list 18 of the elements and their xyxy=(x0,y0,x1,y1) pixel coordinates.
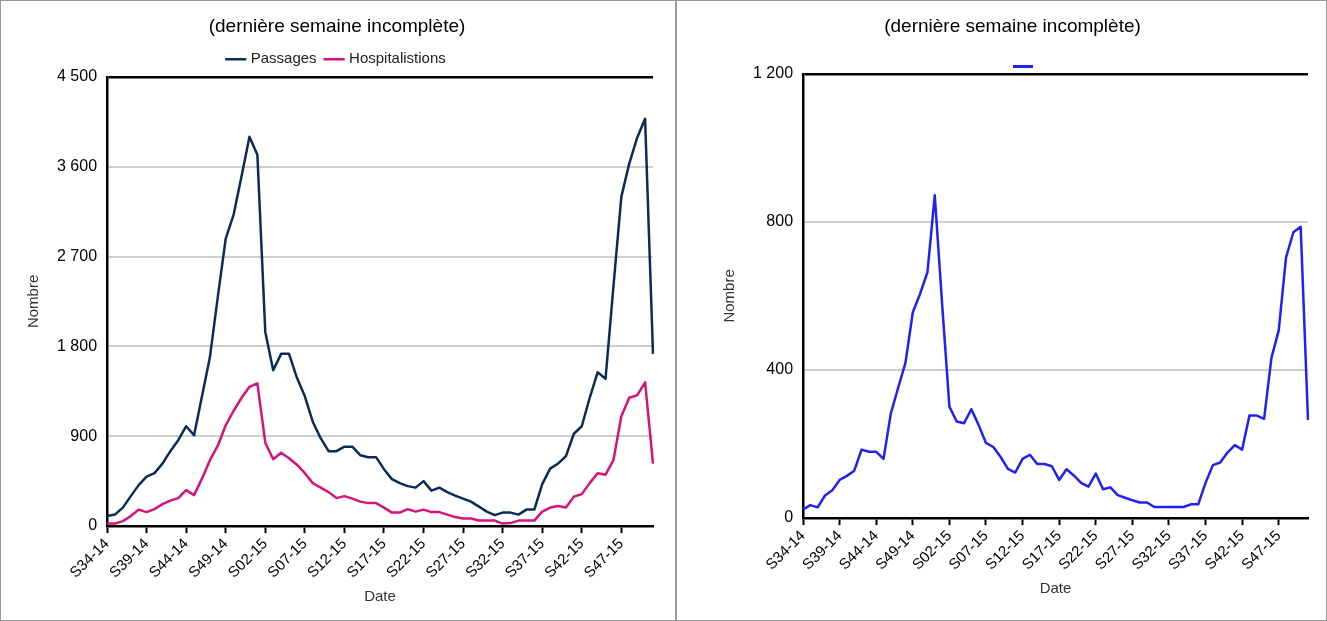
y-tick-label: 2 700 xyxy=(56,246,98,264)
chart-title: (dernière semaine incomplète) xyxy=(884,14,1141,36)
x-axis-title: Date xyxy=(1039,579,1072,597)
y-tick-label: 0 xyxy=(784,508,794,526)
y-tick-label: 1 200 xyxy=(752,64,794,82)
chart-title: (dernière semaine incomplète) xyxy=(208,14,466,36)
x-axis-title: Date xyxy=(364,587,396,605)
y-tick-label: 800 xyxy=(766,212,794,230)
y-tick-label: 900 xyxy=(70,426,98,444)
y-tick-label: 1 800 xyxy=(56,336,98,354)
legend-label: Passages xyxy=(250,49,317,67)
y-tick-label: 0 xyxy=(88,516,98,534)
y-tick-label: 400 xyxy=(766,360,794,378)
legend-label: Hospitalistions xyxy=(349,49,446,67)
y-tick-label: 3 600 xyxy=(56,157,98,175)
y-axis-title: Nombre xyxy=(24,274,42,329)
y-axis-title: Nombre xyxy=(720,269,738,323)
y-tick-label: 4 500 xyxy=(56,67,98,85)
